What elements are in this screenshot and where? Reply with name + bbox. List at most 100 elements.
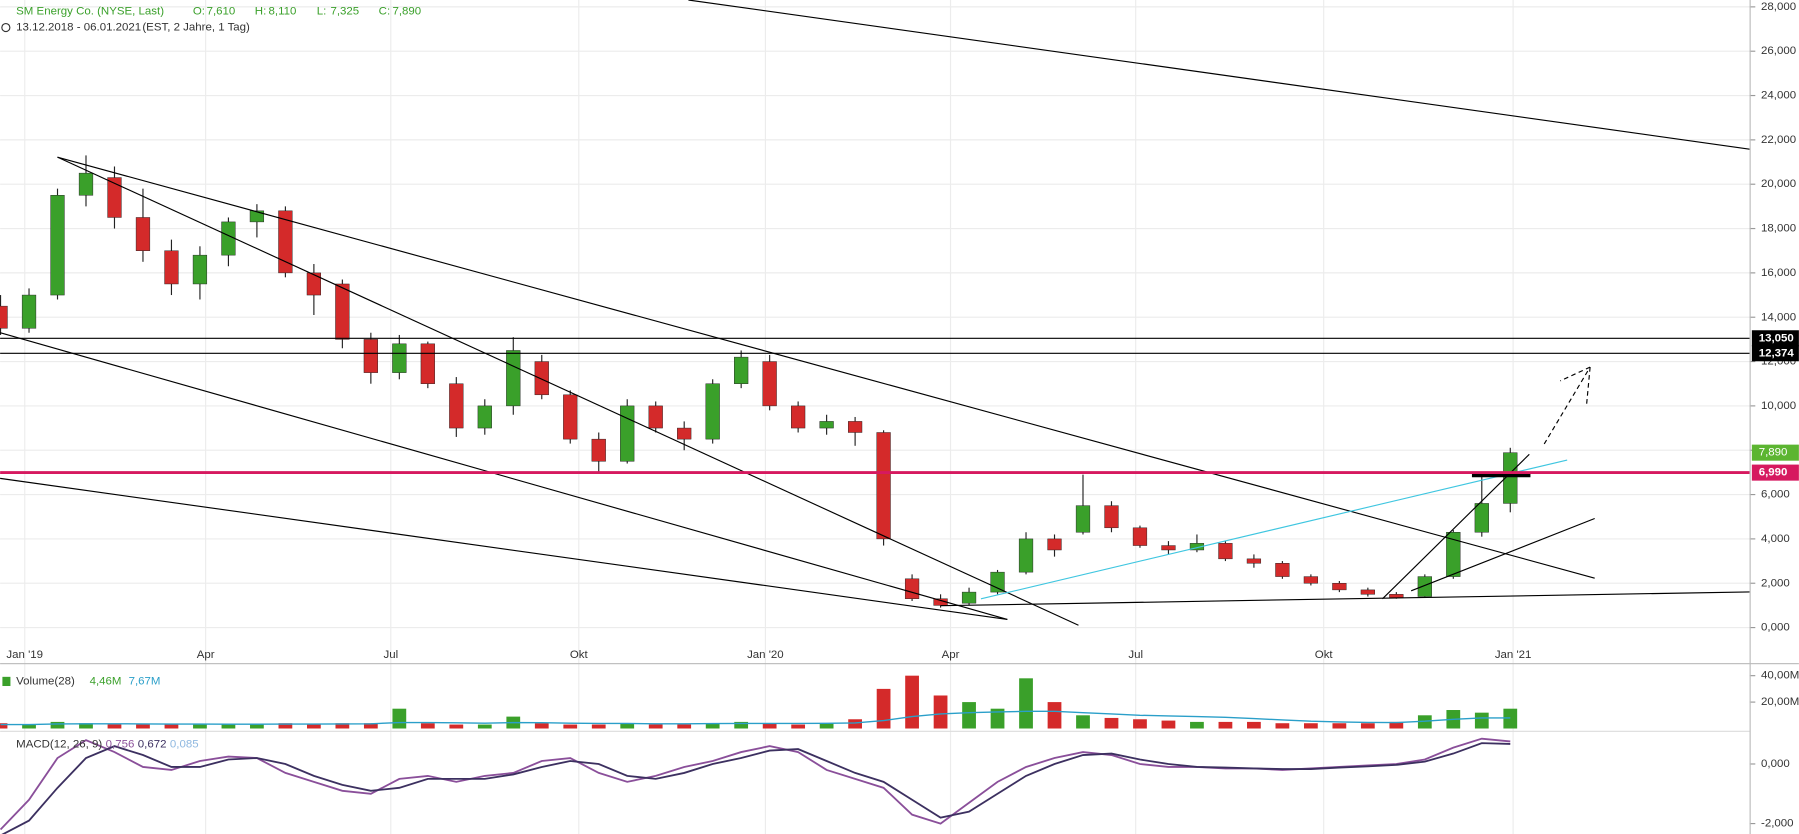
candle-body: [534, 361, 549, 396]
candle-body: [1075, 505, 1091, 533]
candle-body: [0, 305, 8, 329]
candle-body: [1332, 583, 1347, 591]
volume-bar: [363, 723, 378, 729]
y-tick-label: 4,000: [1761, 533, 1790, 545]
volume-bar: [164, 724, 179, 729]
candle-body: [306, 272, 321, 296]
trend-line: [1382, 453, 1530, 600]
candle-body: [1047, 538, 1062, 551]
candle-body: [1474, 503, 1489, 533]
volume-bar: [0, 723, 8, 729]
volume-bar: [648, 724, 663, 729]
volume-bar: [1360, 723, 1375, 729]
volume-bar: [933, 695, 948, 729]
target-arrow: [1543, 366, 1591, 445]
volume-bar: [591, 724, 606, 729]
legend-value: 7,67M: [129, 675, 161, 687]
volume-bar: [1104, 717, 1119, 729]
macd-line: [0, 737, 1511, 831]
volume-bar: [848, 719, 862, 729]
grid-layer: [0, 0, 1750, 834]
legend-value: 0,756: [106, 739, 135, 751]
level-tag: [1751, 464, 1799, 481]
y-tick-label: 0,000: [1761, 758, 1790, 770]
trend-line: [1410, 517, 1595, 592]
level-tag: [1751, 330, 1799, 347]
volume-bar: [335, 723, 350, 729]
candle-body: [1360, 589, 1375, 595]
candle-body: [1503, 452, 1518, 504]
trend-line: [57, 156, 1079, 626]
x-tick-label: Okt: [570, 649, 589, 661]
candle-body: [363, 339, 378, 373]
y-tick-label: 24,000: [1761, 90, 1796, 102]
volume-bar: [250, 724, 264, 729]
volume-bar: [1161, 720, 1176, 729]
data-layer: [0, 155, 1518, 834]
candle-body: [705, 383, 720, 440]
field-label: C:: [379, 6, 390, 18]
volume-bar: [734, 721, 749, 729]
candle-body: [278, 210, 293, 274]
trend-line: [0, 332, 1008, 621]
volume-bar: [50, 721, 65, 729]
volume-bar: [449, 724, 464, 729]
candle-body: [591, 438, 606, 462]
volume-bar: [79, 723, 93, 729]
field-value: 7,610: [207, 6, 236, 18]
volume-bar: [221, 724, 236, 729]
trend-line: [0, 477, 1008, 621]
legend-value: 4,46M: [90, 675, 122, 687]
y-tick-label: 6,000: [1761, 489, 1790, 501]
candle-body: [420, 343, 435, 384]
candle-body: [1018, 538, 1034, 573]
panel-separator: [0, 730, 1750, 732]
volume-bar: [791, 724, 806, 729]
macd-line: [1, 742, 1511, 834]
field-value: 8,110: [269, 6, 297, 18]
candle-body: [1303, 576, 1318, 584]
y-tick-label: 14,000: [1761, 311, 1796, 323]
legend-value: 0,085: [170, 739, 199, 751]
last-price-label: 7,890: [1759, 447, 1788, 459]
volume-bar: [990, 708, 1005, 729]
volume-bar: [1247, 721, 1261, 729]
x-tick-label: Jul: [383, 649, 398, 661]
candle-body: [791, 405, 806, 429]
candle-body: [1189, 543, 1205, 551]
candle-body: [1104, 505, 1119, 529]
level-label: 13,050: [1759, 332, 1794, 344]
volume-bar: [22, 724, 36, 729]
legend-value: 0,672: [138, 739, 167, 751]
y-tick-label: 16,000: [1761, 267, 1796, 279]
candle-body: [563, 394, 578, 440]
target-arrow: [1586, 367, 1591, 404]
trend-line: [688, 0, 1750, 150]
x-tick-label: Apr: [942, 649, 960, 661]
field-value: 7,325: [330, 6, 359, 18]
candle-body: [506, 350, 521, 407]
candle-body: [1161, 545, 1176, 551]
volume-bar: [819, 723, 834, 729]
candle-body: [876, 432, 891, 540]
target-arrow: [1560, 366, 1591, 382]
candle-body: [1389, 594, 1404, 598]
candle-body: [648, 405, 663, 429]
volume-bar: [136, 724, 150, 729]
candle-body: [78, 172, 94, 196]
volume-bar: [705, 723, 720, 729]
trend-line: [980, 459, 1568, 600]
header-title: SM Energy Co. (NYSE, Last): [16, 6, 164, 18]
trend-lines: [0, 0, 1750, 626]
candle-body: [449, 383, 464, 429]
volume-bar: [392, 708, 407, 729]
candle-body: [677, 427, 692, 440]
volume-bar: [1190, 721, 1204, 729]
header-range: 13.12.2018 - 06.01.2021: [16, 22, 141, 34]
trend-line: [57, 156, 1595, 579]
volume-bar: [677, 724, 692, 729]
y-tick-label: 10,000: [1761, 400, 1796, 412]
